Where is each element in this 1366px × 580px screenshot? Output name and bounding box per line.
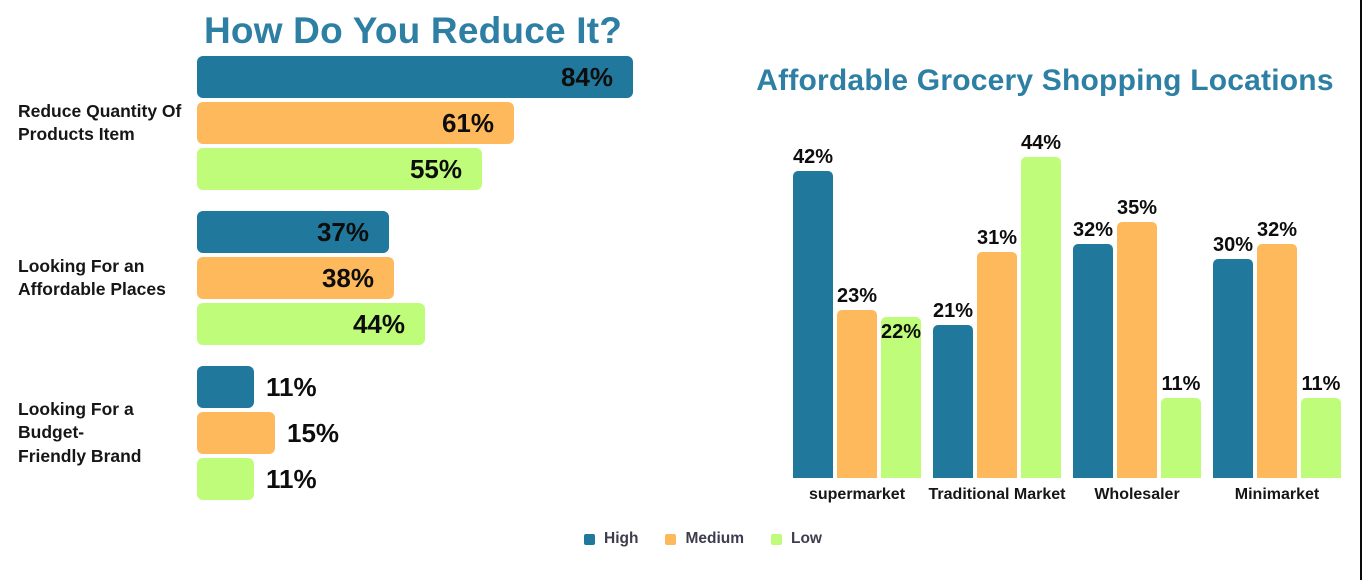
bar-value-label: 31%	[976, 227, 1018, 249]
bar-value-label: 37%	[316, 217, 369, 247]
bar-high	[933, 325, 973, 478]
bar-high	[793, 171, 833, 478]
category-label: Looking For a Budget- Friendly Brand	[18, 399, 142, 466]
bar-value-label: 44%	[352, 309, 405, 339]
bar-high	[197, 211, 389, 253]
bar-value-label: 15%	[287, 418, 340, 448]
bar-medium	[977, 252, 1017, 478]
bar-value-label: 61%	[441, 108, 494, 138]
legend-label: Low	[791, 530, 822, 547]
legend-label: Medium	[685, 530, 744, 547]
bar-value-label: 42%	[792, 146, 834, 168]
bar-value-label: 32%	[1072, 219, 1114, 241]
bar-low	[197, 303, 425, 345]
bar-medium	[1117, 222, 1157, 478]
legend-marker-high	[584, 533, 595, 545]
right-chart-title: Affordable Grocery Shopping Locations	[756, 64, 1334, 97]
bar-medium	[197, 412, 275, 454]
bar-medium	[197, 102, 514, 144]
bar-value-label: 35%	[1116, 197, 1158, 219]
legend-marker-low	[771, 533, 782, 545]
bar-value-label: 11%	[266, 464, 317, 494]
legend-label: High	[604, 530, 639, 547]
category-label: Looking For an Affordable Places	[18, 255, 166, 299]
bar-high	[1073, 244, 1113, 478]
category-label: supermarket	[808, 486, 906, 503]
chart-legend: High Medium Low	[584, 530, 822, 548]
legend-item-medium: Medium	[665, 530, 744, 548]
bar-low	[1021, 157, 1061, 478]
bar-value-label: 11%	[1301, 373, 1341, 395]
bar-low	[1301, 398, 1341, 478]
bar-value-label: 22%	[880, 321, 922, 343]
bar-high	[197, 56, 633, 98]
bar-value-label: 44%	[1020, 132, 1062, 154]
bar-value-label: 84%	[560, 62, 613, 92]
bar-medium	[1257, 244, 1297, 478]
bar-value-label: 30%	[1212, 234, 1254, 256]
bar-value-label: 32%	[1256, 219, 1298, 241]
legend-marker-medium	[665, 533, 677, 545]
category-label: Reduce Quantity Of Products Item	[18, 100, 182, 144]
bar-value-label: 11%	[266, 372, 317, 402]
left-chart-title: How Do You Reduce It?	[204, 10, 623, 51]
legend-item-high: High	[584, 530, 638, 548]
category-label: Traditional Market	[928, 486, 1066, 503]
bar-low	[197, 458, 254, 500]
category-label: Wholesaler	[1094, 486, 1180, 503]
bar-value-label: 11%	[1161, 373, 1201, 395]
bar-low	[197, 148, 482, 190]
bar-value-label: 55%	[409, 154, 462, 184]
bar-low	[881, 317, 921, 478]
category-label: Minimarket	[1234, 486, 1320, 503]
bar-low	[1161, 398, 1201, 478]
bar-value-label: 21%	[932, 300, 974, 322]
legend-item-low: Low	[771, 530, 822, 548]
bar-value-label: 23%	[836, 285, 878, 307]
bar-medium	[837, 310, 877, 478]
bar-value-label: 38%	[321, 263, 374, 293]
bar-medium	[197, 257, 394, 299]
bar-high	[197, 366, 254, 408]
bar-high	[1213, 259, 1253, 478]
frame-right-border	[1360, 0, 1362, 580]
